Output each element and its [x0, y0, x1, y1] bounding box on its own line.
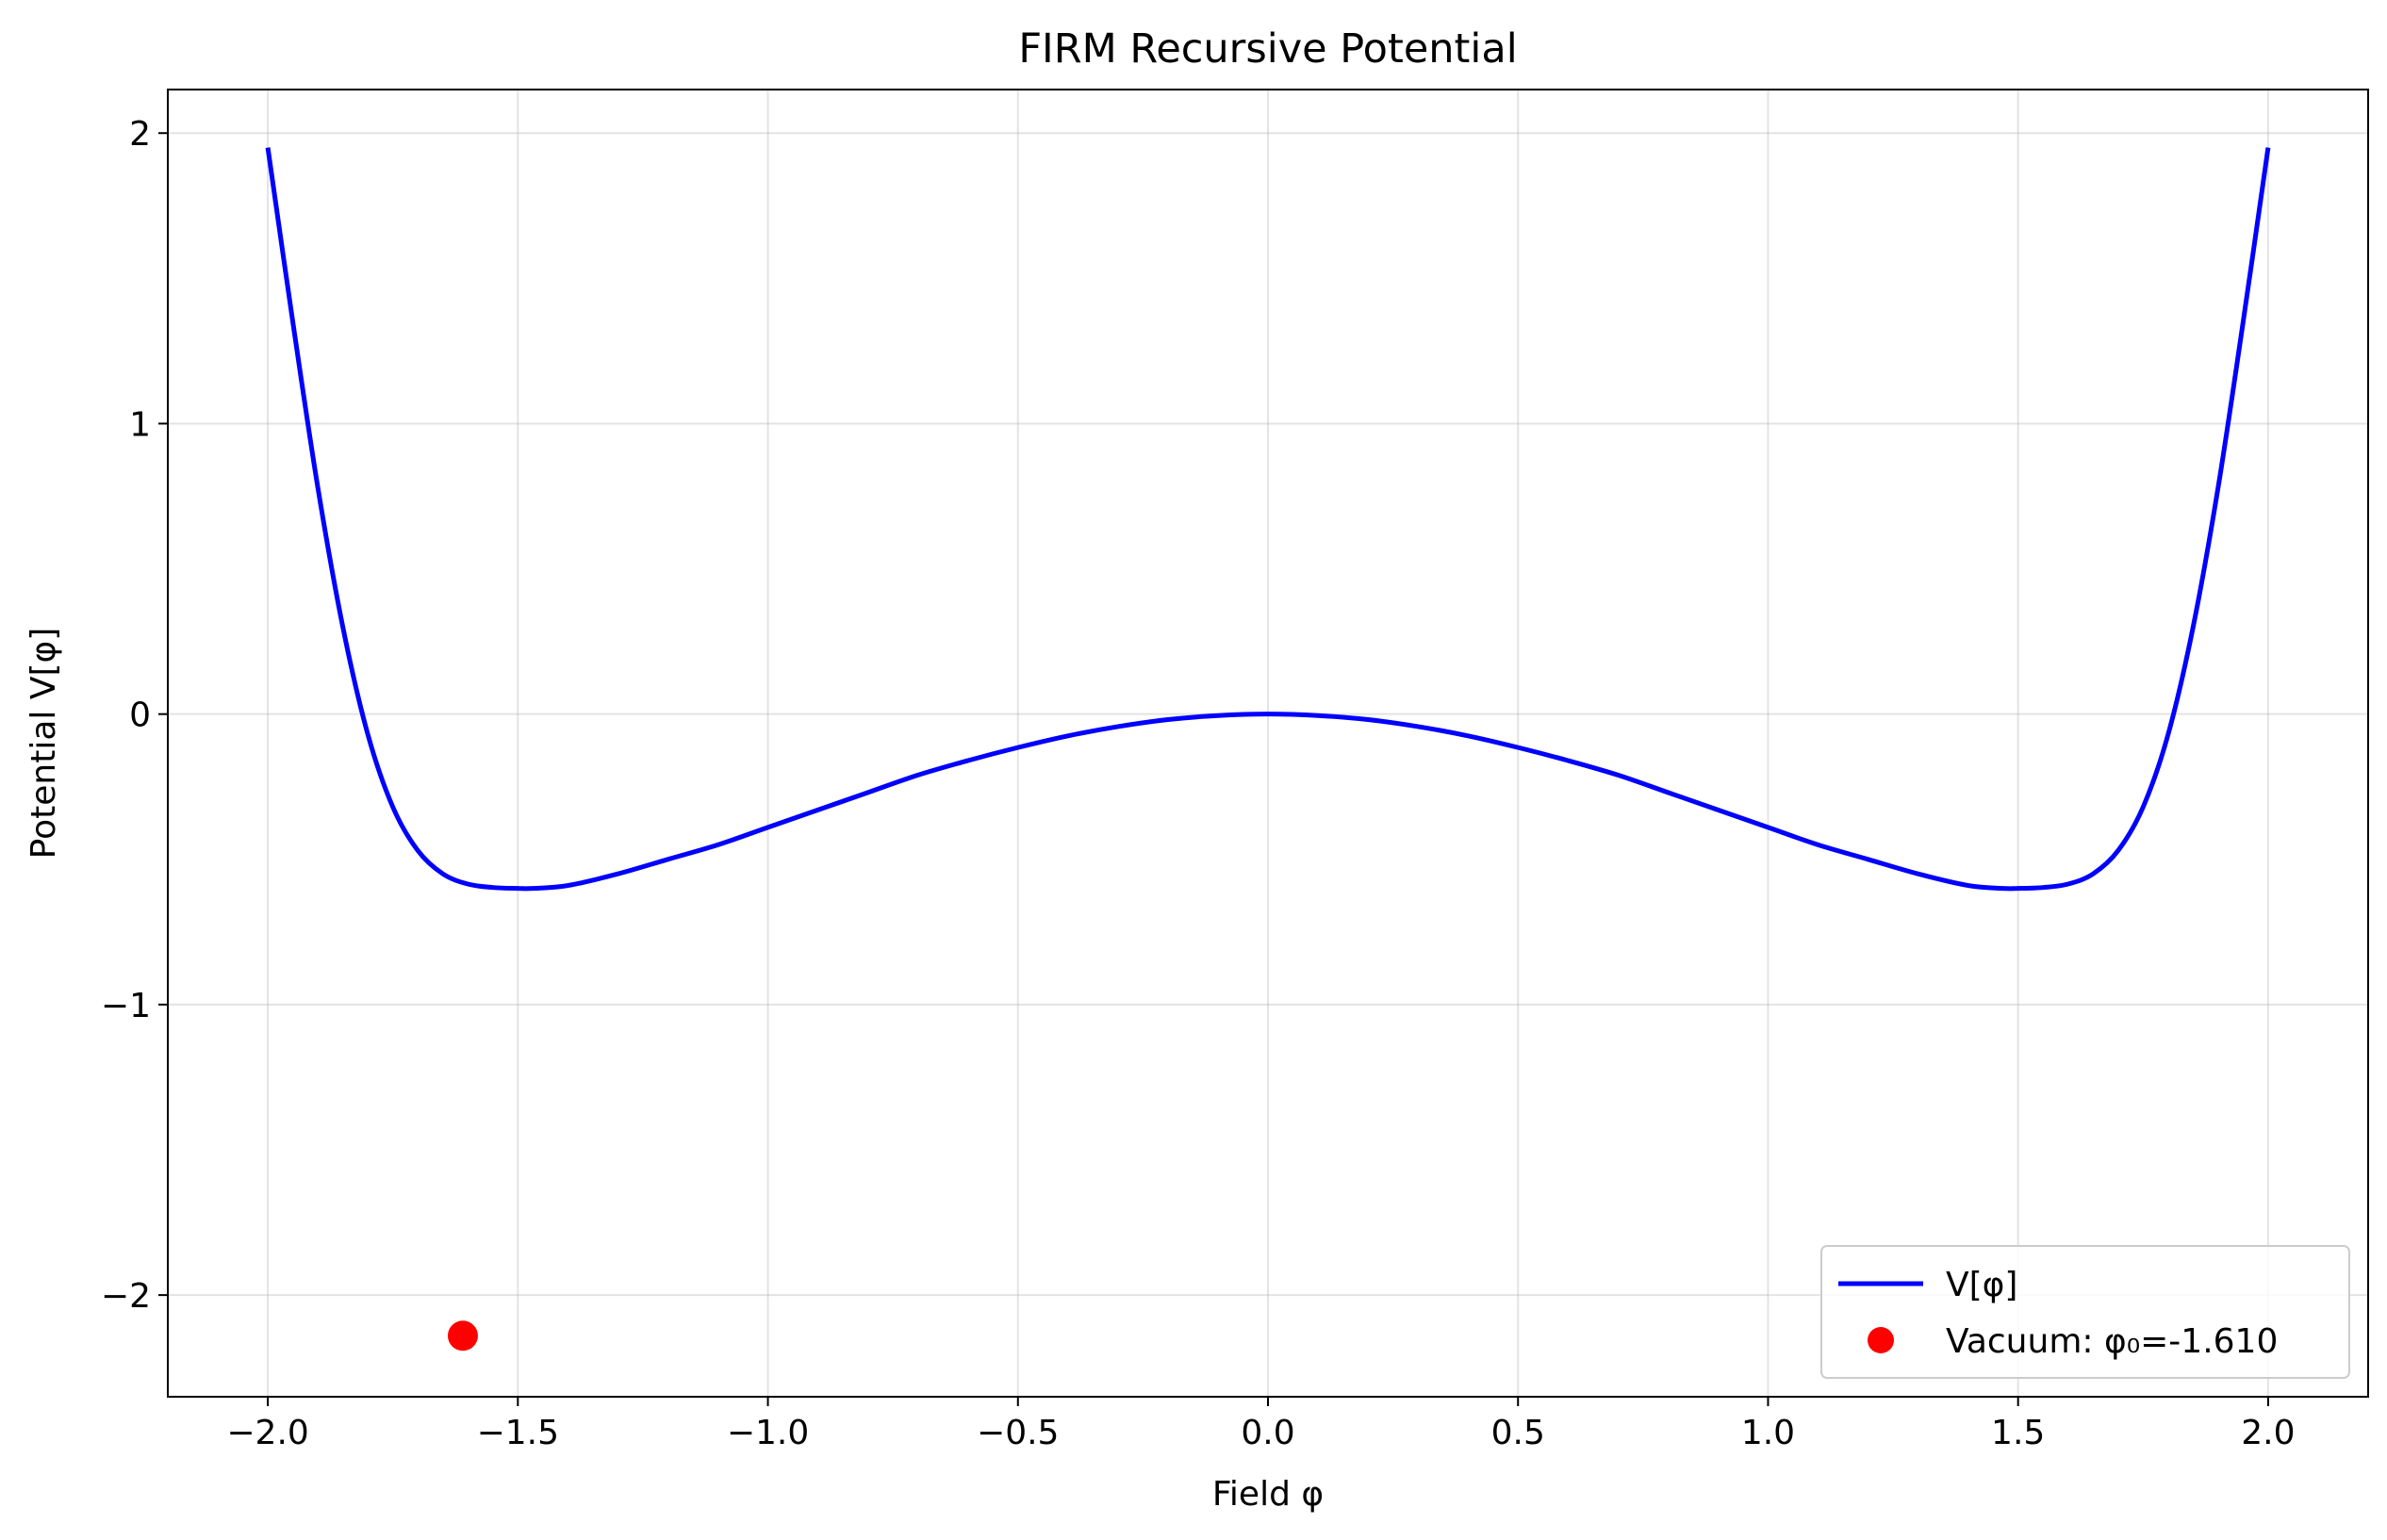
legend-swatch-marker: [1868, 1327, 1894, 1353]
series-line-potential: [265, 147, 2271, 892]
x-tick-label: 1.0: [1741, 1414, 1795, 1452]
y-tick-label: 1: [129, 405, 151, 444]
x-axis-label: Field φ: [1212, 1475, 1324, 1514]
y-tick-label: 0: [129, 696, 151, 735]
legend: V[φ] Vacuum: φ₀=-1.610: [1820, 1245, 2350, 1379]
plot-area: [265, 147, 2271, 1352]
legend-label-vacuum: Vacuum: φ₀=-1.610: [1946, 1322, 2278, 1361]
legend-box: [1820, 1245, 2350, 1379]
y-axis: −2 −1 0 1 2: [101, 115, 168, 1316]
x-tick-label: −1.5: [477, 1414, 559, 1452]
x-tick-label: 2.0: [2241, 1414, 2295, 1452]
y-tick-label: −2: [101, 1277, 151, 1316]
y-tick-label: −1: [101, 987, 151, 1025]
chart-title: FIRM Recursive Potential: [1018, 25, 1517, 73]
y-axis-label: Potential V[φ]: [25, 628, 63, 860]
y-tick-label: 2: [129, 115, 151, 154]
vacuum-point: [447, 1320, 478, 1352]
x-tick-label: 1.5: [1991, 1414, 2045, 1452]
x-tick-label: 0.0: [1241, 1414, 1294, 1452]
x-axis: −2.0 −1.5 −1.0 −0.5 0.0 0.5 1.0 1.5 2.0: [226, 1397, 2296, 1452]
x-tick-label: −0.5: [977, 1414, 1059, 1452]
x-tick-label: −1.0: [727, 1414, 809, 1452]
x-tick-label: −2.0: [226, 1414, 308, 1452]
legend-label-potential: V[φ]: [1946, 1266, 2017, 1304]
x-tick-label: 0.5: [1491, 1414, 1545, 1452]
